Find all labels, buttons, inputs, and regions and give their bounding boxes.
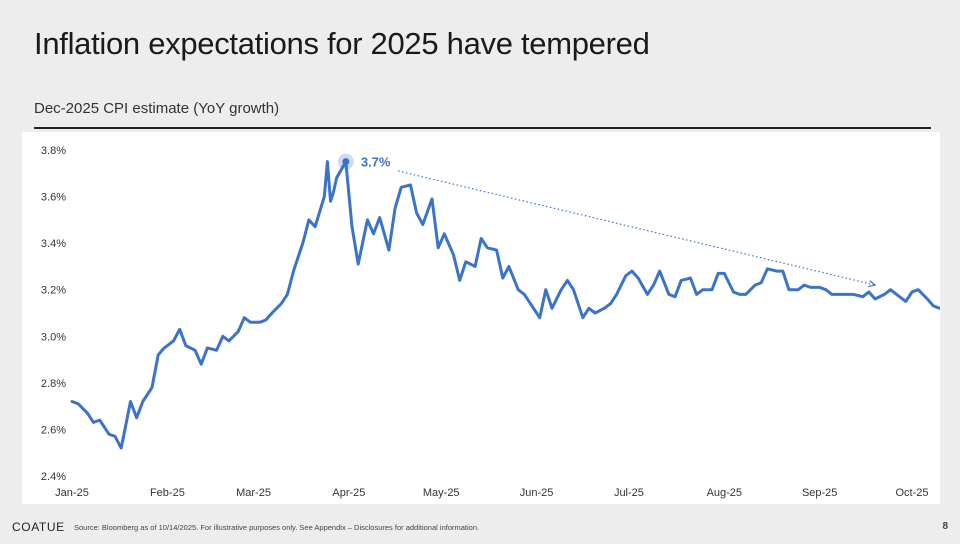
y-tick-label: 3.4% — [41, 238, 66, 250]
trend-arrow-line — [398, 170, 876, 286]
x-tick-label: Feb-25 — [150, 487, 185, 499]
x-tick-label: Sep-25 — [802, 487, 837, 499]
x-tick-label: Jun-25 — [520, 487, 554, 499]
x-tick-label: Aug-25 — [707, 487, 742, 499]
x-tick-label: Jan-25 — [55, 487, 89, 499]
y-tick-label: 3.2% — [41, 285, 66, 297]
cpi-series-line — [70, 160, 940, 450]
trend-arrow-head — [868, 280, 877, 288]
footer: COATUE Source: Bloomberg as of 10/14/202… — [12, 520, 952, 536]
y-tick-label: 2.4% — [41, 471, 66, 483]
page-title: Inflation expectations for 2025 have tem… — [34, 26, 650, 61]
y-tick-label: 2.8% — [41, 378, 66, 390]
y-tick-label: 3.0% — [41, 331, 66, 343]
cpi-line-chart: 2.4% 2.6% 2.8% 3.0% 3.2% 3.4% 3.6% 3.8% Jan-25 Fe… — [41, 145, 940, 499]
annotation-label: 3.7% — [361, 155, 391, 170]
y-tick-label: 2.6% — [41, 424, 66, 436]
x-tick-label: May-25 — [423, 487, 460, 499]
y-tick-label: 3.8% — [41, 145, 66, 157]
chart-subtitle: Dec-2025 CPI estimate (YoY growth) — [34, 100, 280, 117]
coatue-logo: COATUE — [12, 520, 65, 534]
y-tick-label: 3.6% — [41, 192, 66, 204]
x-tick-label: Jul-25 — [614, 487, 644, 499]
x-tick-label: Apr-25 — [332, 487, 365, 499]
chart-panel: 2.4% 2.6% 2.8% 3.0% 3.2% 3.4% 3.6% 3.8% Jan-25 Fe… — [22, 132, 940, 504]
source-note: Source: Bloomberg as of 10/14/2025. For … — [74, 523, 480, 532]
x-tick-label: Oct-25 — [895, 487, 928, 499]
page-number: 8 — [942, 521, 948, 532]
annotation-point — [342, 158, 350, 166]
header-divider — [34, 127, 931, 129]
x-tick-label: Mar-25 — [236, 487, 271, 499]
